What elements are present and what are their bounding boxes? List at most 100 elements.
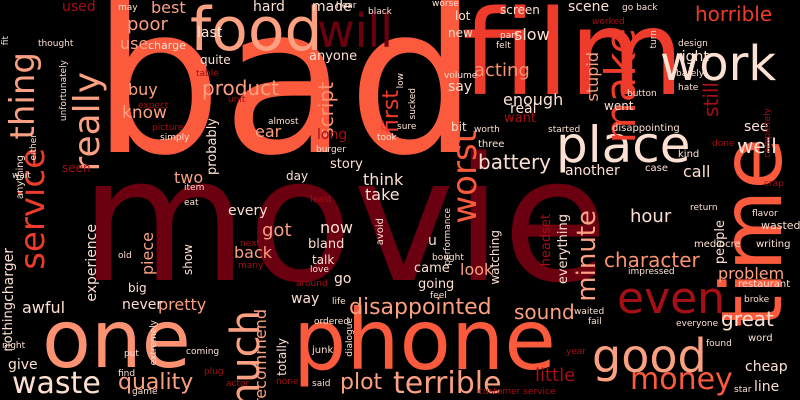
word-hate: hate bbox=[678, 83, 699, 93]
word-made: made bbox=[312, 0, 352, 15]
word-going: going bbox=[418, 277, 455, 292]
word-see: see bbox=[744, 119, 769, 135]
word-put: put bbox=[124, 349, 139, 359]
word-use: use bbox=[120, 34, 149, 53]
word-went: went bbox=[604, 99, 634, 113]
word-almost: almost bbox=[268, 117, 299, 127]
word-completely: completely bbox=[763, 108, 773, 158]
word-recommend: recommend bbox=[251, 309, 270, 400]
word-two: two bbox=[174, 168, 204, 187]
word-eat: eat bbox=[184, 198, 199, 208]
word-movie: movie bbox=[80, 120, 609, 321]
word-case: case bbox=[645, 163, 668, 174]
word-quality: quality bbox=[118, 370, 194, 395]
word-worth: worth bbox=[474, 125, 500, 135]
word-cheap: cheap bbox=[745, 359, 788, 375]
word-wait: wait bbox=[12, 171, 31, 181]
word-barely: barely bbox=[676, 69, 705, 79]
word-sucked: sucked bbox=[408, 88, 418, 120]
word-new: new bbox=[448, 26, 473, 40]
word-either: either bbox=[29, 134, 39, 161]
word-charge: charge bbox=[148, 39, 186, 52]
word-one: one bbox=[42, 293, 191, 386]
word-life: life bbox=[332, 297, 346, 307]
word-talk: talk bbox=[312, 253, 335, 267]
word-never: never bbox=[122, 297, 163, 313]
word-probably: probably bbox=[205, 118, 220, 176]
word-minute: minute bbox=[572, 210, 602, 302]
word-buy: buy bbox=[128, 80, 158, 99]
word-want: want bbox=[504, 111, 536, 126]
word-turn: turn bbox=[649, 30, 659, 49]
word-waste: waste bbox=[12, 366, 101, 400]
word-got: got bbox=[262, 220, 292, 241]
word-awful: awful bbox=[22, 298, 66, 317]
word-old: old bbox=[118, 251, 132, 261]
word-look: look bbox=[460, 260, 494, 279]
word-way: way bbox=[291, 291, 320, 307]
word-stupid: stupid bbox=[583, 52, 602, 102]
word-junk: junk bbox=[312, 345, 334, 356]
word-button: button bbox=[627, 89, 657, 99]
word-unit: unit bbox=[228, 95, 246, 105]
word-go-back: go back bbox=[622, 3, 658, 13]
word-another: another bbox=[565, 163, 620, 179]
word-well: well bbox=[737, 134, 777, 158]
word-ear: ear bbox=[255, 122, 282, 141]
word-story: story bbox=[330, 157, 363, 172]
word-scene: scene bbox=[568, 0, 610, 15]
word-bought: bought bbox=[432, 253, 464, 263]
word-hard: hard bbox=[253, 0, 285, 15]
word-mediocre: mediocre bbox=[694, 239, 741, 250]
word-started: started bbox=[548, 125, 581, 135]
word-item: item bbox=[184, 183, 205, 193]
word-show: show bbox=[181, 244, 195, 276]
word-sure: sure bbox=[397, 122, 417, 132]
word-writing: writing bbox=[756, 239, 791, 250]
word-low: low bbox=[396, 73, 406, 89]
word-piece: piece bbox=[138, 232, 157, 276]
word-star: star bbox=[734, 385, 752, 395]
word-last: last bbox=[197, 25, 223, 41]
word-place: place bbox=[556, 116, 691, 174]
word-line: line bbox=[754, 379, 780, 395]
word-phone: phone bbox=[293, 291, 556, 389]
word-say: say bbox=[448, 79, 473, 95]
word-broke: broke bbox=[744, 295, 770, 305]
word-really: really bbox=[67, 72, 108, 172]
word-day: day bbox=[286, 169, 309, 183]
word-wasted: wasted bbox=[761, 219, 800, 232]
word-avoid: avoid bbox=[375, 218, 386, 246]
word-three: three bbox=[478, 139, 505, 150]
word-least: least bbox=[310, 195, 332, 205]
word-picture: picture bbox=[152, 123, 184, 133]
word-none: none bbox=[276, 377, 299, 387]
word-hour: hour bbox=[630, 206, 672, 227]
word-night: night bbox=[2, 341, 26, 351]
word-table: table bbox=[196, 69, 219, 79]
word-screen: screen bbox=[500, 3, 540, 17]
word-came: came bbox=[414, 261, 450, 276]
word-back: back bbox=[234, 243, 273, 262]
word-food: food bbox=[190, 0, 323, 65]
word-know: know bbox=[122, 103, 167, 123]
word-black: black bbox=[368, 7, 392, 17]
word-will: will bbox=[317, 4, 393, 58]
word-next: next bbox=[240, 239, 260, 249]
word-design: design bbox=[678, 39, 708, 49]
word-word: word bbox=[748, 333, 773, 344]
word-still: still bbox=[699, 82, 723, 117]
word-give: give bbox=[8, 357, 38, 373]
word-performance: performance bbox=[443, 208, 453, 266]
word-sound: sound bbox=[514, 300, 575, 324]
word-great: great bbox=[721, 307, 774, 331]
word-long: long bbox=[317, 127, 348, 143]
word-seen: seen bbox=[62, 161, 91, 175]
word-big: big bbox=[128, 281, 147, 295]
word-ordered: ordered bbox=[314, 317, 350, 327]
word-take: take bbox=[365, 185, 400, 204]
word-plug: plug bbox=[204, 367, 224, 377]
word-quite: quite bbox=[200, 53, 231, 67]
word-even: even bbox=[617, 273, 726, 324]
